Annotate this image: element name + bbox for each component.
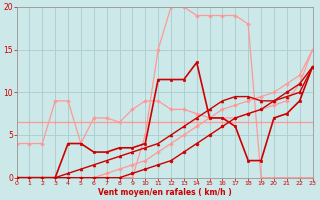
X-axis label: Vent moyen/en rafales ( km/h ): Vent moyen/en rafales ( km/h ) (98, 188, 231, 197)
